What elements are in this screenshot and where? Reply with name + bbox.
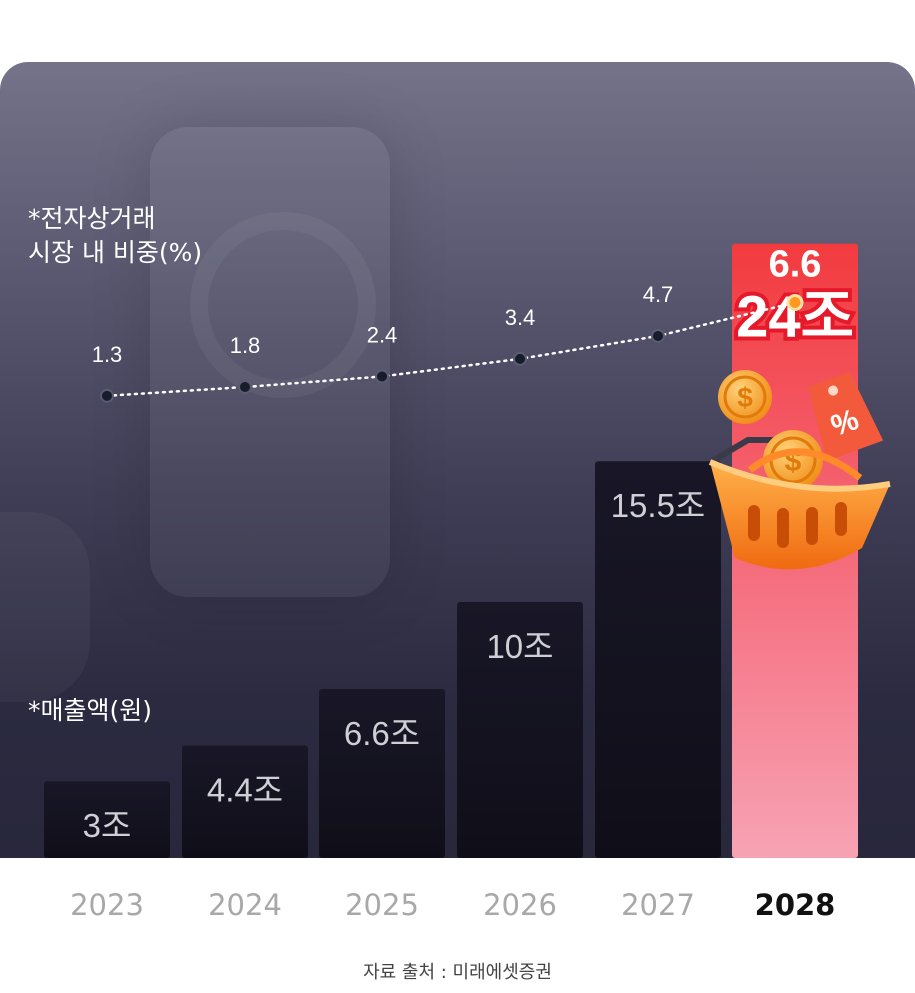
share-value-label-2027: 4.7: [643, 282, 674, 307]
share-point-2024: [238, 380, 252, 395]
share-value-label-2023: 1.3: [92, 342, 123, 367]
discount-tag-icon: %: [808, 371, 884, 461]
share-point-2028: [786, 294, 804, 312]
bar-2026: [457, 602, 583, 858]
x-tick-label-2028: 2028: [754, 888, 836, 922]
bar-2025: [319, 689, 445, 858]
bar-2024: [182, 745, 308, 858]
share-value-label-2028: 6.6: [769, 244, 822, 286]
background-shape: [0, 512, 90, 702]
share-series-label: *전자상거래 시장 내 비중(%): [28, 202, 202, 270]
bar-value-label-2027: 15.5조: [611, 487, 706, 524]
sales-series-label: *매출액(원): [28, 696, 153, 725]
x-tick-label-2024: 2024: [208, 888, 282, 922]
x-tick-label-2026: 2026: [483, 888, 557, 922]
x-tick-label-2025: 2025: [345, 888, 419, 922]
bar-value-label-2025: 6.6조: [344, 715, 420, 752]
share-point-2025: [375, 369, 389, 384]
share-point-2027: [651, 328, 665, 343]
bar-2023: [44, 781, 170, 858]
x-tick-label-2023: 2023: [70, 888, 144, 922]
share-value-label-2026: 3.4: [505, 305, 536, 330]
shopping-basket-icon: $: [708, 430, 891, 570]
x-tick-label-2027: 2027: [621, 888, 695, 922]
bar-value-label-2024: 4.4조: [207, 771, 283, 808]
share-point-2026: [513, 351, 527, 366]
coin-icon: $: [718, 370, 772, 424]
share-value-label-2024: 1.8: [230, 333, 261, 358]
bar-value-label-2023: 3조: [83, 807, 132, 844]
bar-2027: [595, 461, 721, 858]
share-point-2023: [100, 388, 114, 403]
share-label-line2: 시장 내 비중(%): [28, 238, 203, 267]
svg-text:$: $: [737, 382, 753, 413]
bar-value-label-2026: 10조: [486, 628, 553, 665]
share-line: [105, 301, 797, 398]
share-value-label-2025: 2.4: [367, 322, 398, 347]
source-note: 자료 출처 : 미래에셋증권: [363, 962, 552, 983]
share-label-line1: *전자상거래: [28, 204, 156, 233]
